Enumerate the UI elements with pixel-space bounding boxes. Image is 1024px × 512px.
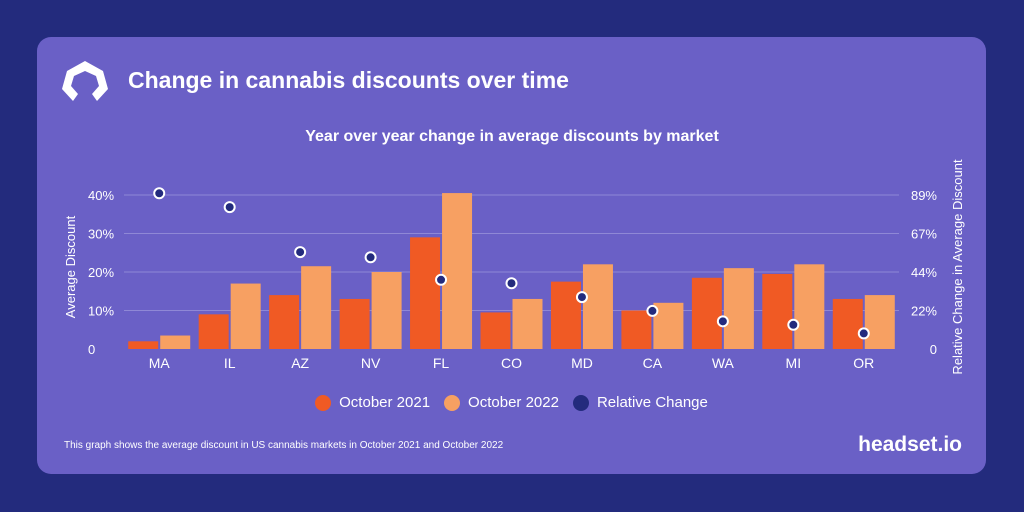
relative-change-point-md (575, 291, 588, 304)
relative-change-point-mi (787, 318, 800, 331)
bar-oct2022-fl (442, 193, 473, 349)
bar-oct2022-az (301, 266, 332, 349)
bar-chart: Year over year change in average discoun… (63, 128, 965, 375)
y2-axis-title: Relative Change in Average Discount (950, 159, 965, 375)
x-tick-label: CA (643, 355, 663, 371)
bar-oct2021-co (480, 312, 511, 349)
bar-oct2021-fl (410, 237, 441, 349)
y2-tick-label: 44% (911, 265, 937, 280)
legend-item-oct2022: October 2022 (444, 394, 559, 411)
y-axis-title: Average Discount (63, 215, 78, 318)
legend-label-oct2021: October 2021 (339, 394, 431, 411)
relative-change-point-fl (435, 273, 448, 286)
relative-change-point-co (505, 277, 518, 290)
bar-oct2021-ca (621, 310, 652, 349)
bar-oct2021-mi (762, 273, 793, 349)
x-tick-label: IL (224, 355, 236, 371)
legend-label-relative-change: Relative Change (596, 394, 708, 411)
x-tick-label: CO (501, 355, 522, 371)
brand-label: headset.io (858, 433, 962, 456)
chart-legend: October 2021 October 2022 Relative Chang… (37, 394, 986, 411)
relative-change-point-il (223, 201, 236, 214)
y-tick-label: 0 (88, 342, 95, 357)
y2-tick-label: 89% (911, 188, 937, 203)
bar-oct2022-co (512, 298, 543, 349)
bar-oct2021-il (198, 314, 229, 349)
legend-swatch-oct2022 (444, 394, 461, 411)
x-tick-label: AZ (291, 355, 309, 371)
chart-card: Change in cannabis discounts over time Y… (37, 37, 986, 474)
x-tick-label: MI (786, 355, 802, 371)
y-tick-label: 10% (88, 304, 114, 319)
legend-swatch-oct2021 (315, 394, 332, 411)
x-tick-label: NV (361, 355, 381, 371)
bar-oct2021-wa (691, 277, 722, 349)
bar-oct2022-il (230, 283, 261, 349)
bar-oct2022-ma (160, 335, 191, 349)
relative-change-point-or (857, 327, 870, 340)
x-tick-label: WA (712, 355, 735, 371)
x-tick-label: OR (853, 355, 874, 371)
bar-oct2021-nv (339, 298, 370, 349)
bar-oct2022-mi (794, 264, 825, 349)
relative-change-point-wa (716, 315, 729, 328)
chart-title: Year over year change in average discoun… (305, 128, 719, 145)
y2-tick-label: 22% (911, 304, 937, 319)
y-tick-label: 20% (88, 265, 114, 280)
bar-oct2022-md (582, 264, 613, 349)
footnote: This graph shows the average discount in… (64, 440, 504, 451)
y-tick-label: 30% (88, 227, 114, 242)
bar-oct2022-ca (653, 302, 684, 349)
legend-label-oct2022: October 2022 (468, 394, 559, 411)
relative-change-point-nv (364, 251, 377, 264)
x-tick-label: MD (571, 355, 593, 371)
y-tick-label: 40% (88, 188, 114, 203)
headset-logo-icon (62, 61, 108, 101)
x-tick-label: MA (149, 355, 171, 371)
relative-change-point-ca (646, 304, 659, 317)
bar-oct2022-wa (723, 268, 754, 349)
y2-tick-label: 0 (930, 342, 937, 357)
bar-oct2021-md (550, 281, 581, 349)
relative-change-point-ma (153, 187, 166, 200)
bar-oct2021-or (832, 298, 863, 349)
x-tick-label: FL (433, 355, 450, 371)
legend-item-oct2021: October 2021 (315, 394, 430, 411)
y2-tick-label: 67% (911, 227, 937, 242)
page-title: Change in cannabis discounts over time (128, 67, 569, 93)
legend-item-relative-change: Relative Change (572, 394, 708, 411)
bar-oct2022-or (864, 295, 895, 349)
relative-change-point-az (294, 246, 307, 259)
bar-oct2021-ma (128, 341, 159, 349)
legend-swatch-relative-change (572, 394, 589, 411)
bar-oct2021-az (269, 295, 300, 349)
bar-oct2022-nv (371, 272, 402, 349)
